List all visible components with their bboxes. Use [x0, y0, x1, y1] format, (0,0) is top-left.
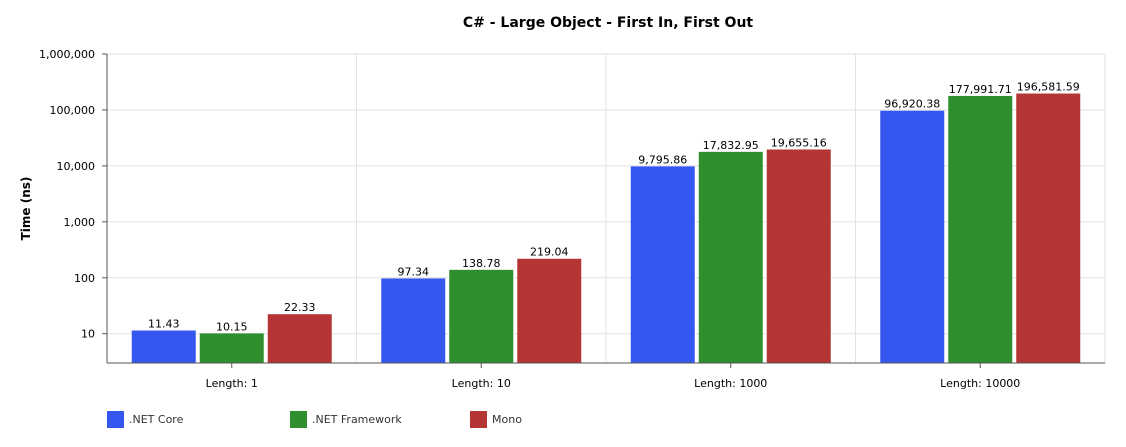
bar: [517, 258, 582, 363]
y-tick-label: 10,000: [57, 160, 96, 173]
legend-item-net-framework[interactable]: .NET Framework: [290, 409, 402, 429]
legend-label-net-core: .NET Core: [129, 412, 184, 426]
legend-swatch-net-framework: [290, 410, 307, 428]
bar: [630, 166, 695, 363]
y-tick-label: 100,000: [50, 104, 96, 117]
legend-item-net-core[interactable]: .NET Core: [107, 409, 183, 429]
bar: [766, 149, 831, 363]
data-label: 17,832.95: [703, 139, 759, 152]
x-tick-label: Length: 1000: [694, 377, 767, 390]
data-label: 196,581.59: [1017, 81, 1080, 94]
x-tick-label: Length: 1: [206, 377, 258, 390]
data-label: 97.34: [398, 265, 430, 278]
y-tick-label: 100: [74, 272, 95, 285]
y-tick-label: 1,000: [64, 216, 96, 229]
y-tick-label: 1,000,000: [39, 48, 95, 61]
data-label: 96,920.38: [884, 98, 940, 111]
legend-label-net-framework: .NET Framework: [312, 412, 402, 426]
bar: [698, 151, 763, 363]
bar: [199, 333, 264, 363]
legend-swatch-mono: [470, 410, 487, 428]
bar: [131, 330, 196, 363]
y-tick-label: 10: [81, 328, 95, 341]
bar: [948, 95, 1013, 363]
chart-title: C# - Large Object - First In, First Out: [462, 15, 754, 31]
legend-item-mono[interactable]: Mono: [470, 409, 522, 429]
bar: [880, 110, 945, 364]
legend-swatch-net-core: [107, 410, 124, 428]
x-tick-label: Length: 10000: [940, 377, 1020, 390]
bar: [449, 269, 514, 363]
data-label: 138.78: [462, 257, 501, 270]
data-label: 177,991.71: [949, 83, 1012, 96]
bar: [1016, 93, 1081, 363]
data-label: 22.33: [284, 301, 316, 314]
data-label: 11.43: [148, 317, 180, 330]
legend-label-mono: Mono: [492, 412, 522, 426]
data-label: 219.04: [530, 246, 569, 259]
data-label: 10.15: [216, 320, 248, 333]
bar: [381, 278, 446, 363]
bar: [267, 314, 332, 363]
x-tick-label: Length: 10: [452, 377, 511, 390]
data-label: 9,795.86: [638, 153, 687, 166]
data-label: 19,655.16: [771, 136, 827, 149]
y-axis-title: Time (ns): [19, 177, 33, 241]
